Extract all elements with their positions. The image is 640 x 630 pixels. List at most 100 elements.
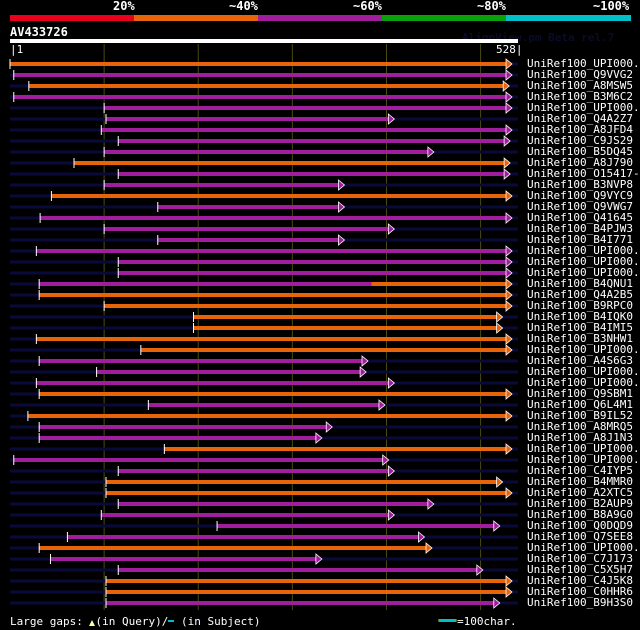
hsp-end-arrow-icon [427, 498, 435, 510]
hsp-end-arrow-icon [338, 179, 346, 191]
hit-label[interactable]: UniRef100_B5DQ45 [527, 145, 633, 158]
hit-label[interactable]: UniRef100_B9IL52 [527, 409, 633, 422]
hit-label[interactable]: UniRef100_C7J173 [527, 552, 633, 565]
hit-label[interactable]: UniRef100_Q6L4M1 [527, 398, 633, 411]
hsp-end-arrow-icon [338, 234, 346, 246]
hit-label[interactable]: UniRef100_UPI000.. [527, 244, 640, 257]
hit-label[interactable]: UniRef100_B4MMR0 [527, 475, 633, 488]
hit-label[interactable]: UniRef100_Q4A2B5 [527, 288, 633, 301]
hit-label[interactable]: UniRef100_B9H3S0 [527, 596, 633, 609]
hit-label[interactable]: UniRef100_B2AUP9 [527, 497, 633, 510]
hit-label[interactable]: UniRef100_B3NVP8 [527, 178, 633, 191]
hsp-end-arrow-icon [378, 399, 386, 411]
hit-label[interactable]: UniRef100_Q9VVG2 [527, 68, 633, 81]
hit-label[interactable]: UniRef100_Q4A2Z7 [527, 112, 633, 125]
query-id: AV433726 [10, 25, 68, 39]
legend-bar-green [382, 15, 506, 21]
hit-label[interactable]: UniRef100_B9RPC0 [527, 299, 633, 312]
hit-label[interactable]: UniRef100_UPI000.. [527, 453, 640, 466]
hit-label[interactable]: UniRef100_A4S6G3 [527, 354, 633, 367]
hit-label[interactable]: UniRef100_Q9VYC9 [527, 189, 633, 202]
hit-label[interactable]: UniRef100_C9JS29 [527, 134, 633, 147]
hsp-end-arrow-icon [505, 388, 513, 400]
legend-bar-orange [134, 15, 258, 21]
hsp-end-arrow-icon [338, 201, 346, 213]
query-end-position: 528| [496, 43, 523, 56]
hit-label[interactable]: UniRef100_Q9SBM1 [527, 387, 633, 400]
hit-label[interactable]: UniRef100_B3M6C2 [527, 90, 633, 103]
hsp-end-arrow-icon [505, 344, 513, 356]
hit-label[interactable]: UniRef100_A8J1N3 [527, 431, 633, 444]
hit-label[interactable]: UniRef100_O15417-2 [527, 167, 640, 180]
hit-label[interactable]: UniRef100_A8MSW5 [527, 79, 633, 92]
hsp-end-arrow-icon [496, 311, 504, 323]
hsp-end-arrow-icon [505, 267, 513, 279]
hsp-end-arrow-icon [503, 135, 511, 147]
hsp-end-arrow-icon [387, 465, 395, 477]
hit-label[interactable]: UniRef100_UPI000.. [527, 255, 640, 268]
hit-label[interactable]: UniRef100_B8A9G0 [527, 508, 633, 521]
hit-label[interactable]: UniRef100_UPI000.. [527, 343, 640, 356]
hsp-end-arrow-icon [505, 102, 513, 114]
hit-label[interactable]: UniRef100_C0HHR6 [527, 585, 633, 598]
gap-legend-query: (in Query)/ [95, 615, 169, 628]
hsp-end-arrow-icon [427, 146, 435, 158]
hsp-end-arrow-icon [502, 80, 510, 92]
hit-label[interactable]: UniRef100_UPI000.. [527, 442, 640, 455]
hit-label[interactable]: UniRef100_A8MRQ5 [527, 420, 633, 433]
hsp-end-arrow-icon [505, 124, 513, 136]
hsp-end-arrow-icon [505, 410, 513, 422]
legend-label-20: 20% [113, 0, 135, 13]
gap-legend: Large gaps: (in Query)/ (in Subject) [10, 615, 260, 628]
hsp-end-arrow-icon [505, 256, 513, 268]
hit-label[interactable]: UniRef100_B4I771 [527, 233, 633, 246]
legend-label-40: ~40% [229, 0, 258, 13]
hit-label[interactable]: UniRef100_Q7SEE8 [527, 530, 633, 543]
hit-label[interactable]: UniRef100_UPI000.. [527, 376, 640, 389]
hsp-end-arrow-icon [315, 432, 323, 444]
hsp-end-arrow-icon [387, 509, 395, 521]
hit-label[interactable]: UniRef100_A2XTC5 [527, 486, 633, 499]
scale-bar-icon [438, 619, 457, 622]
hsp-end-arrow-icon [505, 245, 513, 257]
legend-bar-red [10, 15, 134, 21]
hit-label[interactable]: UniRef100_UPI000.. [527, 365, 640, 378]
hsp-end-arrow-icon [315, 553, 323, 565]
hsp-end-arrow-icon [387, 377, 395, 389]
hit-label[interactable]: UniRef100_Q9VWG7 [527, 200, 633, 213]
hsp-end-arrow-icon [505, 58, 513, 70]
hsp-end-arrow-icon [493, 520, 501, 532]
hit-label[interactable]: UniRef100_B4QNU1 [527, 277, 633, 290]
hit-label[interactable]: UniRef100_C4J5K8 [527, 574, 633, 587]
hsp-end-arrow-icon [505, 69, 513, 81]
hit-label[interactable]: UniRef100_A8JFD4 [527, 123, 633, 136]
hit-label[interactable]: UniRef100_UPI000.. [527, 101, 640, 114]
hit-label[interactable]: UniRef100_Q0DQD9 [527, 519, 633, 532]
hit-label[interactable]: UniRef100_C4IYP5 [527, 464, 633, 477]
hit-label[interactable]: UniRef100_A8J790 [527, 156, 633, 169]
hsp-end-arrow-icon [418, 531, 426, 543]
hsp-end-arrow-icon [503, 168, 511, 180]
scale-legend-label: =100char. [457, 615, 517, 628]
hsp-end-arrow-icon [505, 443, 513, 455]
hit-label[interactable]: UniRef100_B4PJW3 [527, 222, 633, 235]
hit-label[interactable]: UniRef100_UPI000.. [527, 57, 640, 70]
hit-label[interactable]: UniRef100_B4IQK0 [527, 310, 633, 323]
query-bar [10, 39, 518, 43]
hsp-end-arrow-icon [505, 190, 513, 202]
hit-label[interactable]: UniRef100_UPI000.. [527, 266, 640, 279]
hit-label[interactable]: UniRef100_B4IMI5 [527, 321, 633, 334]
hsp-end-arrow-icon [425, 542, 433, 554]
hsp-end-arrow-icon [503, 157, 511, 169]
hsp-end-arrow-icon [505, 289, 513, 301]
legend-label-60: ~60% [353, 0, 382, 13]
hit-label[interactable]: UniRef100_UPI000.. [527, 541, 640, 554]
hsp-end-arrow-icon [505, 487, 513, 499]
hit-label[interactable]: UniRef100_B3NHW1 [527, 332, 633, 345]
hit-label[interactable]: UniRef100_Q41645 [527, 211, 633, 224]
hit-label[interactable]: UniRef100_C5X5H7 [527, 563, 633, 576]
hsp-end-arrow-icon [387, 223, 395, 235]
hsp-end-arrow-icon [496, 322, 504, 334]
hsp-end-arrow-icon [387, 113, 395, 125]
hsp-end-arrow-icon [505, 278, 513, 290]
